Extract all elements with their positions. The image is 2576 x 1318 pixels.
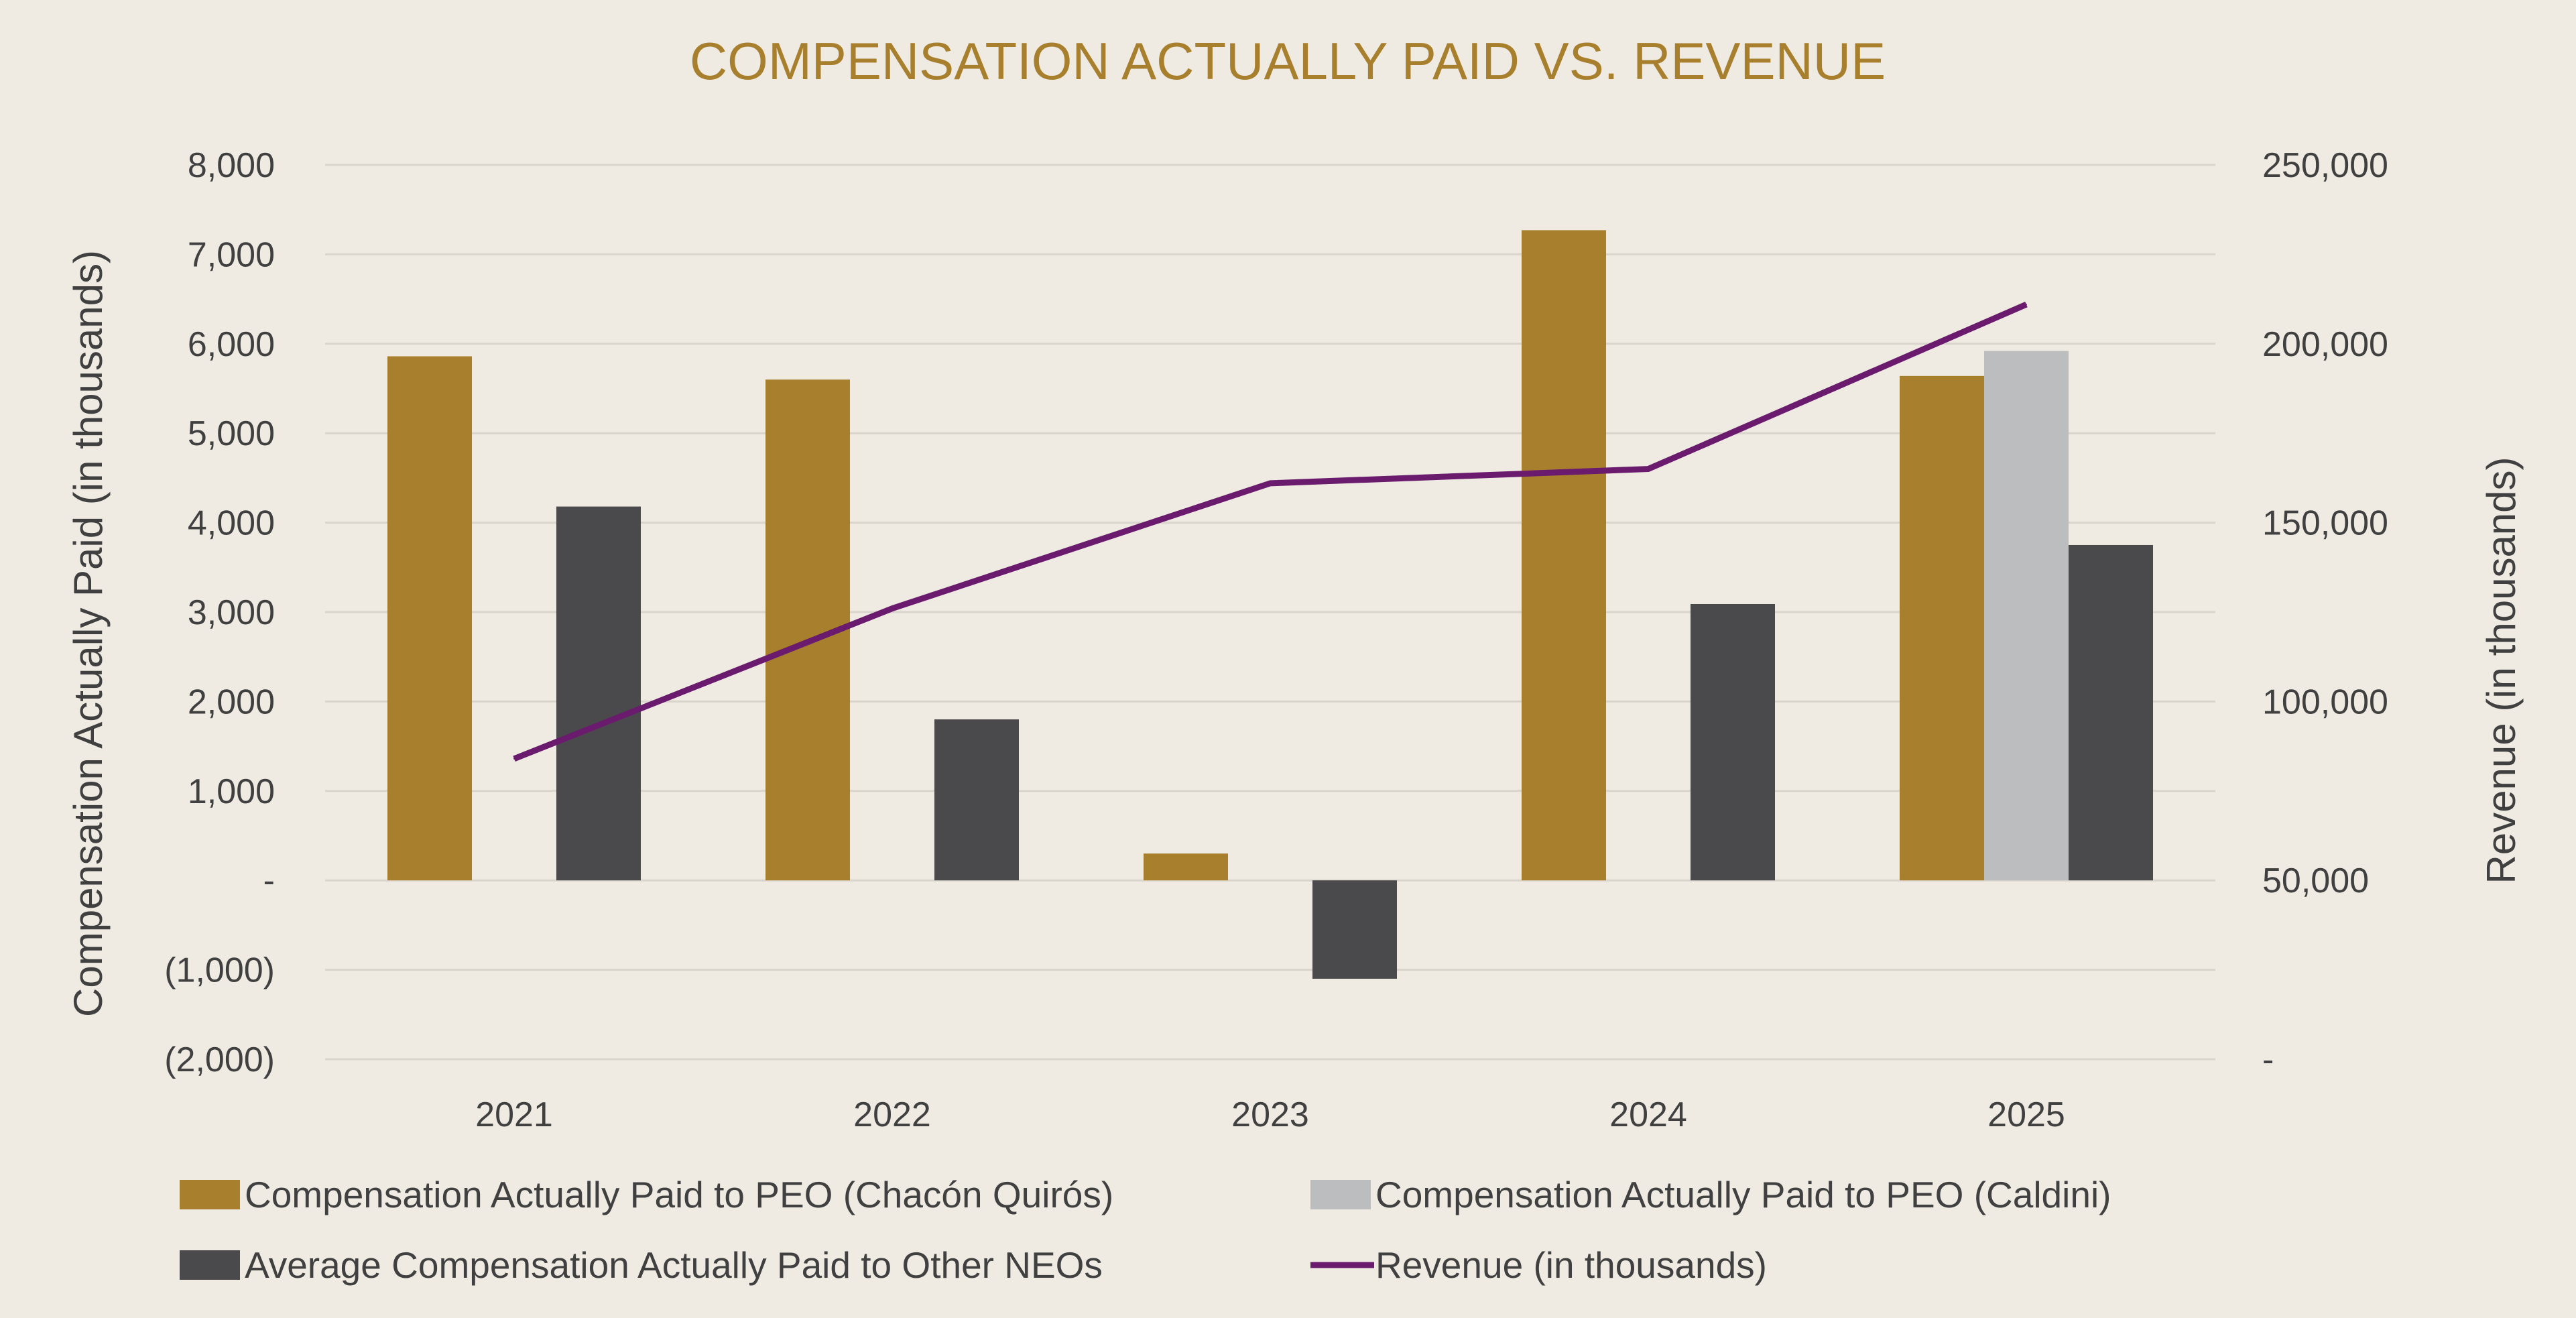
right-tick-label: 50,000 xyxy=(2262,861,2369,900)
bar-other-neos xyxy=(934,719,1019,881)
legend-label: Compensation Actually Paid to PEO (Caldi… xyxy=(1375,1174,2111,1215)
legend: Compensation Actually Paid to PEO (Chacó… xyxy=(180,1174,2111,1286)
legend-label: Average Compensation Actually Paid to Ot… xyxy=(245,1244,1103,1286)
revenue-point xyxy=(2026,304,2027,306)
bar-other-neos xyxy=(556,506,641,881)
x-tick-label: 2021 xyxy=(475,1095,553,1134)
revenue-point xyxy=(892,607,893,609)
left-tick-label: (1,000) xyxy=(164,951,275,990)
left-tick-label: - xyxy=(263,861,275,900)
x-tick-label: 2024 xyxy=(1609,1095,1687,1134)
bar-peo-chacon xyxy=(1900,375,1984,881)
bar-peo-caldini xyxy=(1984,351,2069,881)
bars xyxy=(387,230,2153,979)
legend-swatch xyxy=(1310,1180,1371,1209)
legend-swatch xyxy=(180,1250,240,1280)
left-tick-label: (2,000) xyxy=(164,1040,275,1079)
x-tick-label: 2025 xyxy=(1987,1095,2065,1134)
right-tick-label: 150,000 xyxy=(2262,504,2388,543)
bar-other-neos xyxy=(2069,544,2153,881)
chart-title: COMPENSATION ACTUALLY PAID VS. REVENUE xyxy=(690,32,1886,91)
bar-peo-chacon xyxy=(1144,853,1228,881)
legend-label: Compensation Actually Paid to PEO (Chacó… xyxy=(245,1174,1113,1215)
x-axis-ticks: 2021 2022 2023 2024 2025 xyxy=(475,1095,2065,1134)
left-axis-label: Compensation Actually Paid (in thousands… xyxy=(66,250,111,1017)
left-tick-label: 4,000 xyxy=(188,504,275,543)
right-tick-label: 200,000 xyxy=(2262,325,2388,364)
bar-other-neos xyxy=(1312,880,1397,979)
right-tick-label: 100,000 xyxy=(2262,682,2388,721)
left-tick-label: 2,000 xyxy=(188,682,275,721)
left-tick-label: 3,000 xyxy=(188,593,275,632)
x-tick-label: 2023 xyxy=(1231,1095,1309,1134)
left-tick-label: 7,000 xyxy=(188,235,275,274)
x-tick-label: 2022 xyxy=(853,1095,931,1134)
bar-peo-chacon xyxy=(1522,230,1606,881)
left-tick-label: 5,000 xyxy=(188,414,275,453)
revenue-point xyxy=(1270,482,1271,484)
revenue-line-group xyxy=(513,301,2028,762)
left-axis-ticks: 8,000 7,000 6,000 5,000 4,000 3,000 2,000 1,000… xyxy=(164,146,275,1079)
bar-other-neos xyxy=(1691,603,1775,881)
right-axis-label: Revenue (in thousands) xyxy=(2479,457,2524,884)
legend-label: Revenue (in thousands) xyxy=(1375,1244,1767,1286)
revenue-point xyxy=(1648,468,1649,470)
right-tick-label: - xyxy=(2262,1040,2274,1079)
legend-swatch xyxy=(180,1180,240,1209)
revenue-point xyxy=(513,758,515,760)
bar-peo-chacon xyxy=(387,356,472,881)
right-axis-ticks: 250,000 200,000 150,000 100,000 50,000 - xyxy=(2262,146,2388,1079)
left-tick-label: 6,000 xyxy=(188,325,275,364)
left-tick-label: 1,000 xyxy=(188,772,275,811)
right-tick-label: 250,000 xyxy=(2262,146,2388,185)
left-tick-label: 8,000 xyxy=(188,146,275,185)
